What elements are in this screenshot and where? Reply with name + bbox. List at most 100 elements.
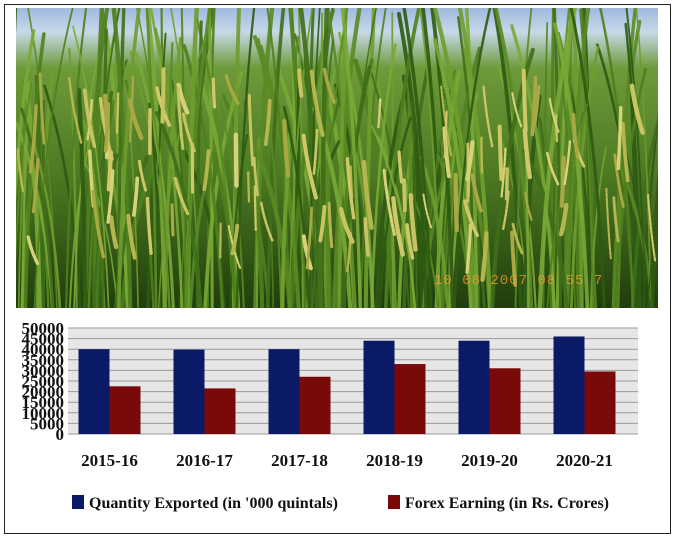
- rice-leaf: [257, 37, 283, 308]
- y-tick-label: 25000: [22, 372, 65, 391]
- rice-leaf: [589, 146, 608, 308]
- rice-panicle: [482, 85, 494, 148]
- rice-panicle: [391, 196, 405, 258]
- rice-panicle: [127, 98, 144, 141]
- bar-forex-earning: [109, 386, 141, 434]
- rice-leaf: [149, 8, 184, 308]
- rice-panicle: [68, 76, 83, 144]
- rice-leaf: [111, 8, 133, 308]
- rice-panicle: [613, 153, 625, 208]
- rice-panicle: [363, 217, 370, 257]
- rice-panicle: [82, 88, 97, 149]
- bars: [78, 336, 616, 434]
- rice-panicle: [322, 67, 336, 104]
- bar-forex-earning: [489, 368, 521, 434]
- y-axis-ticks: 0500010000150002000025000300003500040000…: [22, 319, 65, 444]
- rice-leaf: [251, 141, 292, 308]
- x-tick-label: 2018-19: [366, 451, 423, 470]
- bar-forex-earning: [204, 388, 236, 434]
- rice-panicle: [233, 132, 239, 188]
- rice-panicle: [453, 172, 459, 233]
- rice-leaf: [551, 8, 571, 308]
- rice-panicle: [31, 157, 40, 214]
- rice-leaf: [569, 8, 606, 308]
- rice-panicle: [301, 234, 313, 271]
- rice-leaf: [464, 8, 479, 308]
- rice-panicle: [224, 74, 240, 106]
- rice-panicle: [605, 187, 612, 260]
- rice-leaf: [282, 106, 311, 308]
- rice-panicle: [422, 193, 432, 229]
- rice-panicle: [26, 235, 40, 266]
- rice-panicle: [327, 201, 334, 249]
- rice-panicle: [230, 223, 240, 256]
- legend-label-quantity: Quantity Exported (in '000 quintals): [89, 495, 338, 512]
- rice-panicle: [282, 118, 291, 178]
- rice-panicle: [616, 105, 623, 171]
- rice-leaf: [635, 8, 652, 308]
- rice-panicle: [109, 215, 119, 250]
- rice-panicle: [612, 196, 620, 243]
- rice-leaf: [136, 8, 170, 308]
- rice-panicle: [106, 169, 115, 224]
- rice-leaf: [522, 148, 569, 308]
- y-tick-label: 0: [56, 425, 65, 444]
- rice-panicle: [137, 159, 148, 192]
- rice-panicle: [497, 124, 504, 183]
- rice-leaf: [646, 211, 658, 308]
- rice-panicle: [382, 168, 396, 236]
- rice-panicle: [521, 68, 528, 133]
- rice-panicle: [511, 222, 524, 255]
- rice-leaf: [235, 8, 256, 308]
- rice-leaf: [419, 155, 450, 308]
- rice-panicle: [252, 156, 259, 197]
- rice-leaf: [430, 8, 455, 308]
- rice-panicle: [176, 87, 185, 150]
- rice-panicle: [173, 176, 190, 216]
- rice-leaf: [402, 8, 433, 308]
- rice-leaf: [297, 8, 304, 308]
- rice-panicle: [463, 199, 479, 238]
- y-tick-label: 20000: [22, 383, 65, 402]
- rice-panicle: [126, 213, 137, 260]
- rice-leaf: [120, 41, 139, 308]
- rice-panicle: [132, 176, 140, 217]
- rice-leaf: [189, 146, 217, 308]
- rice-field-photo: 10 08 2007 08 55 7: [16, 8, 658, 308]
- rice-panicle: [524, 191, 533, 221]
- rice-leaf: [157, 45, 204, 308]
- bar-quantity-exported: [268, 349, 300, 434]
- rice-panicle: [480, 136, 484, 175]
- legend-swatch-forex: [388, 495, 400, 509]
- rice-panicle: [301, 133, 318, 200]
- bar-quantity-exported: [173, 349, 205, 434]
- bar-quantity-exported: [78, 349, 110, 434]
- bar-quantity-exported: [458, 340, 490, 434]
- rice-leaf: [43, 84, 82, 308]
- rice-panicle: [263, 99, 272, 147]
- rice-panicle: [408, 193, 418, 252]
- y-tick-label: 15000: [22, 393, 65, 412]
- rice-panicle: [106, 150, 113, 192]
- rice-leaf: [624, 22, 642, 308]
- rice-leaf: [410, 101, 418, 308]
- bar-chart: 0 5000 10000 15000 20000 25000 30000 35000 40000…: [16, 314, 658, 528]
- y-tick-label: 30000: [22, 361, 65, 380]
- rice-panicle: [16, 148, 25, 193]
- rice-leaf: [92, 8, 105, 308]
- y-tick-label: 45000: [22, 330, 65, 349]
- y-tick-label: 40000: [22, 340, 65, 359]
- rice-panicle: [510, 230, 518, 288]
- rice-panicle: [297, 68, 304, 99]
- rice-leaf: [72, 25, 110, 308]
- rice-leaf: [537, 8, 577, 308]
- rice-panicle: [504, 167, 509, 202]
- rice-panicle: [629, 83, 645, 135]
- rice-panicle: [621, 122, 630, 183]
- rice-panicle: [176, 82, 190, 115]
- rice-leaf: [76, 87, 88, 308]
- rice-leaf: [20, 107, 55, 308]
- rice-leaf: [212, 151, 238, 308]
- bar-quantity-exported: [363, 340, 395, 434]
- rice-panicle: [247, 93, 255, 167]
